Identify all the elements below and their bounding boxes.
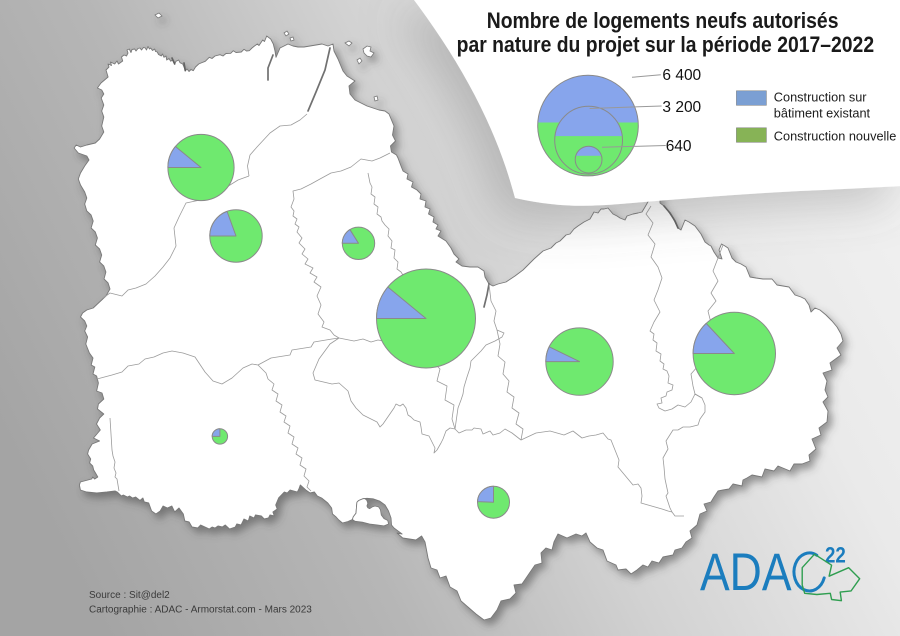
svg-text:22: 22 bbox=[825, 544, 846, 568]
svg-text:bâtiment existant: bâtiment existant bbox=[774, 105, 871, 120]
svg-text:par nature du projet sur la pé: par nature du projet sur la période 2017… bbox=[457, 33, 874, 57]
svg-text:Construction sur: Construction sur bbox=[774, 89, 867, 104]
svg-text:6 400: 6 400 bbox=[662, 67, 701, 84]
svg-text:Construction nouvelle: Construction nouvelle bbox=[774, 128, 896, 143]
svg-text:Nombre de logements neufs auto: Nombre de logements neufs autorisés bbox=[487, 9, 839, 33]
svg-text:Cartographie : ADAC - Armorsta: Cartographie : ADAC - Armorstat.com - Ma… bbox=[89, 605, 312, 616]
svg-text:640: 640 bbox=[666, 138, 692, 155]
svg-text:ADA: ADA bbox=[700, 543, 792, 601]
svg-text:Source : Sit@del2: Source : Sit@del2 bbox=[89, 590, 170, 601]
svg-text:3 200: 3 200 bbox=[662, 99, 701, 116]
